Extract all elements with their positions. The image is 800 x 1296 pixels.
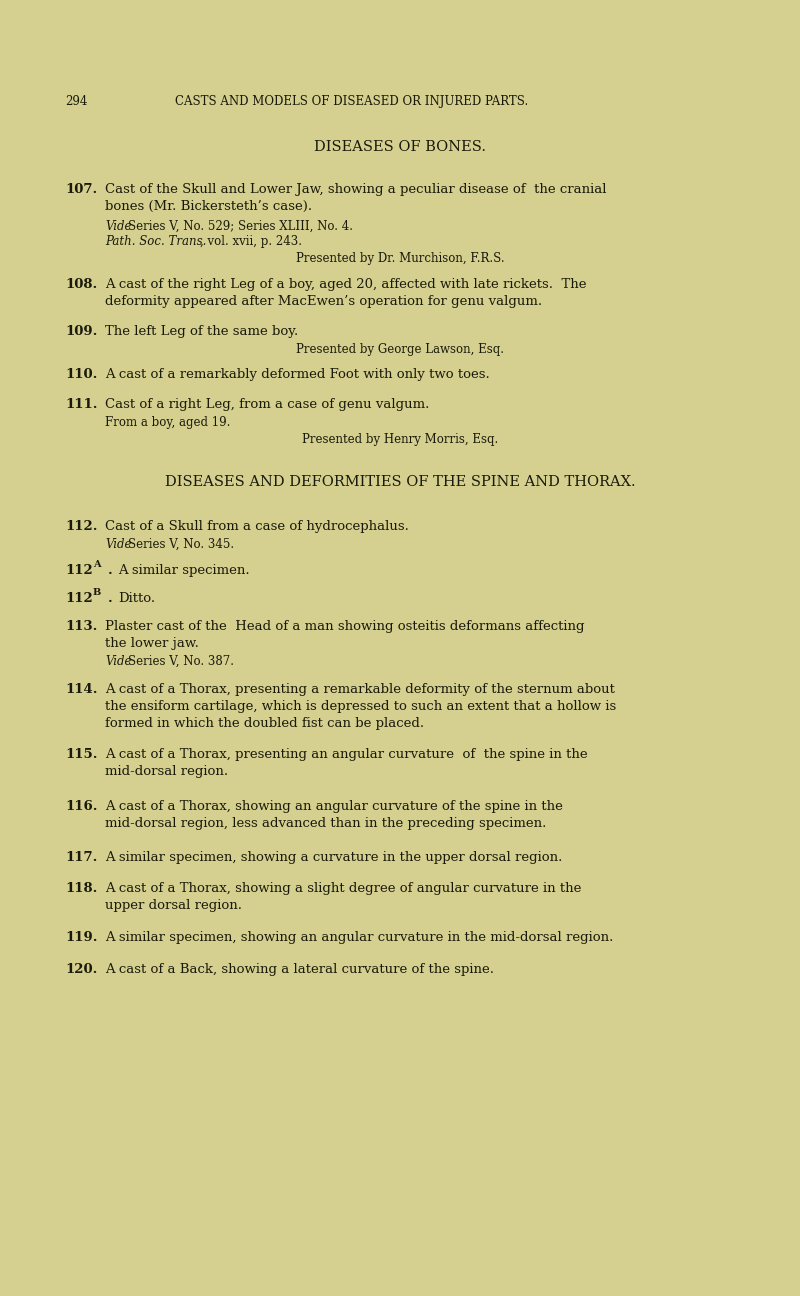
Text: 112: 112 bbox=[65, 592, 93, 605]
Text: Presented by George Lawson, Esq.: Presented by George Lawson, Esq. bbox=[296, 343, 504, 356]
Text: Cast of the Skull and Lower Jaw, showing a peculiar disease of  the cranial: Cast of the Skull and Lower Jaw, showing… bbox=[105, 183, 606, 196]
Text: A cast of a remarkably deformed Foot with only two toes.: A cast of a remarkably deformed Foot wit… bbox=[105, 368, 490, 381]
Text: 120.: 120. bbox=[65, 963, 98, 976]
Text: mid-dorsal region.: mid-dorsal region. bbox=[105, 765, 228, 778]
Text: A similar specimen, showing an angular curvature in the mid-dorsal region.: A similar specimen, showing an angular c… bbox=[105, 931, 614, 943]
Text: 115.: 115. bbox=[65, 748, 98, 761]
Text: The left Leg of the same boy.: The left Leg of the same boy. bbox=[105, 325, 298, 338]
Text: Series V, No. 387.: Series V, No. 387. bbox=[128, 654, 234, 667]
Text: Cast of a right Leg, from a case of genu valgum.: Cast of a right Leg, from a case of genu… bbox=[105, 398, 430, 411]
Text: the lower jaw.: the lower jaw. bbox=[105, 638, 199, 651]
Text: CASTS AND MODELS OF DISEASED OR INJURED PARTS.: CASTS AND MODELS OF DISEASED OR INJURED … bbox=[175, 95, 528, 108]
Text: Presented by Dr. Murchison, F.R.S.: Presented by Dr. Murchison, F.R.S. bbox=[296, 251, 504, 264]
Text: 107.: 107. bbox=[65, 183, 98, 196]
Text: A: A bbox=[93, 560, 101, 569]
Text: 113.: 113. bbox=[65, 619, 98, 632]
Text: 294: 294 bbox=[65, 95, 87, 108]
Text: upper dorsal region.: upper dorsal region. bbox=[105, 899, 242, 912]
Text: Series V, No. 345.: Series V, No. 345. bbox=[128, 538, 234, 551]
Text: deformity appeared after MacEwen’s operation for genu valgum.: deformity appeared after MacEwen’s opera… bbox=[105, 295, 542, 308]
Text: 111.: 111. bbox=[65, 398, 98, 411]
Text: DISEASES AND DEFORMITIES OF THE SPINE AND THORAX.: DISEASES AND DEFORMITIES OF THE SPINE AN… bbox=[165, 476, 635, 489]
Text: 110.: 110. bbox=[65, 368, 98, 381]
Text: , vol. xvii, p. 243.: , vol. xvii, p. 243. bbox=[200, 235, 302, 248]
Text: .: . bbox=[108, 564, 113, 577]
Text: A cast of a Thorax, showing an angular curvature of the spine in the: A cast of a Thorax, showing an angular c… bbox=[105, 800, 563, 813]
Text: 116.: 116. bbox=[65, 800, 98, 813]
Text: Ditto.: Ditto. bbox=[118, 592, 155, 605]
Text: A cast of a Thorax, presenting an angular curvature  of  the spine in the: A cast of a Thorax, presenting an angula… bbox=[105, 748, 588, 761]
Text: 118.: 118. bbox=[65, 883, 98, 896]
Text: 112.: 112. bbox=[65, 520, 98, 533]
Text: formed in which the doubled fist can be placed.: formed in which the doubled fist can be … bbox=[105, 717, 424, 730]
Text: mid-dorsal region, less advanced than in the preceding specimen.: mid-dorsal region, less advanced than in… bbox=[105, 816, 546, 829]
Text: Cast of a Skull from a case of hydrocephalus.: Cast of a Skull from a case of hydroceph… bbox=[105, 520, 409, 533]
Text: 119.: 119. bbox=[65, 931, 98, 943]
Text: 114.: 114. bbox=[65, 683, 98, 696]
Text: the ensiform cartilage, which is depressed to such an extent that a hollow is: the ensiform cartilage, which is depress… bbox=[105, 700, 616, 713]
Text: A similar specimen, showing a curvature in the upper dorsal region.: A similar specimen, showing a curvature … bbox=[105, 851, 562, 864]
Text: A cast of a Back, showing a lateral curvature of the spine.: A cast of a Back, showing a lateral curv… bbox=[105, 963, 494, 976]
Text: Path. Soc. Trans.: Path. Soc. Trans. bbox=[105, 235, 206, 248]
Text: 112: 112 bbox=[65, 564, 93, 577]
Text: From a boy, aged 19.: From a boy, aged 19. bbox=[105, 416, 230, 429]
Text: 109.: 109. bbox=[65, 325, 98, 338]
Text: Vide: Vide bbox=[105, 538, 131, 551]
Text: Presented by Henry Morris, Esq.: Presented by Henry Morris, Esq. bbox=[302, 433, 498, 446]
Text: Plaster cast of the  Head of a man showing osteitis deformans affecting: Plaster cast of the Head of a man showin… bbox=[105, 619, 585, 632]
Text: Series V, No. 529; Series XLIII, No. 4.: Series V, No. 529; Series XLIII, No. 4. bbox=[128, 220, 353, 233]
Text: DISEASES OF BONES.: DISEASES OF BONES. bbox=[314, 140, 486, 154]
Text: 108.: 108. bbox=[65, 279, 98, 292]
Text: B: B bbox=[93, 588, 102, 597]
Text: 117.: 117. bbox=[65, 851, 98, 864]
Text: Vide: Vide bbox=[105, 654, 131, 667]
Text: A cast of a Thorax, presenting a remarkable deformity of the sternum about: A cast of a Thorax, presenting a remarka… bbox=[105, 683, 615, 696]
Text: bones (Mr. Bickersteth’s case).: bones (Mr. Bickersteth’s case). bbox=[105, 200, 312, 213]
Text: A cast of a Thorax, showing a slight degree of angular curvature in the: A cast of a Thorax, showing a slight deg… bbox=[105, 883, 582, 896]
Text: .: . bbox=[108, 592, 113, 605]
Text: A similar specimen.: A similar specimen. bbox=[118, 564, 250, 577]
Text: A cast of the right Leg of a boy, aged 20, affected with late rickets.  The: A cast of the right Leg of a boy, aged 2… bbox=[105, 279, 586, 292]
Text: Vide: Vide bbox=[105, 220, 131, 233]
